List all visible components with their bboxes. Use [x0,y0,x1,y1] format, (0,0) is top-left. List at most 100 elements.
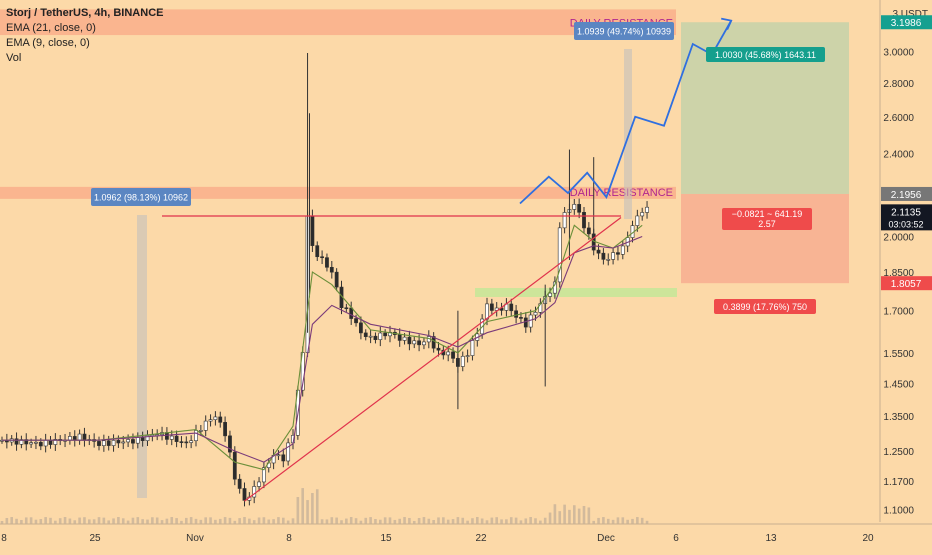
price-axis-tick: 1.8500 [883,268,914,279]
volume-bar [354,518,358,524]
volume-bar [306,500,309,524]
candle-body [320,256,325,259]
callout-target-text: 1.0030 (45.68%) 1643.11 [715,50,816,60]
ema9-label[interactable]: EMA (9, close, 0) [6,37,90,49]
candle-body [228,435,232,453]
volume-bar [194,518,198,524]
price-axis-tick: 1.7000 [883,307,914,318]
price-axis-tick: 2.4000 [883,149,914,160]
volume-bar [238,518,241,524]
volume-bar [621,517,625,524]
volume-bar [582,505,586,524]
symbol-title[interactable]: Storj / TetherUS, 4h, BINANCE [6,7,164,19]
callout-target-box [706,47,825,62]
candle [363,329,368,341]
candle-body [203,420,208,431]
volume-bar [301,488,304,524]
candle [218,411,223,428]
candle-body [446,351,451,356]
callout-risk-reward-text: 2.57 [758,219,776,229]
candle-body [640,212,645,217]
candle-body [586,227,591,235]
volume-bar [592,520,595,524]
volume-bar [393,519,397,524]
volume-bar [248,518,251,524]
volume-bar [383,517,387,524]
price-tag-bg [881,276,932,291]
price-tag-text: 3.1986 [891,18,922,29]
volume-bar [563,504,566,524]
volume-bar [335,517,338,524]
candle [509,298,514,317]
candle-body [14,438,19,445]
volume-bar [398,518,401,524]
candle [572,198,577,215]
candle-body [334,271,339,288]
candle [562,207,567,234]
volume-bar [257,517,261,524]
price-tag-countdown: 03:03:52 [888,219,923,229]
volume-bar [417,518,421,524]
candle-body [417,340,422,346]
callout-measure-right-text: 1.0939 (49.74%) 10939 [577,27,671,37]
candle-body [38,441,43,447]
candle-body [19,439,24,445]
candle-body [189,440,194,443]
candle [378,326,383,347]
volume-bar [165,518,169,524]
candle-body [310,215,315,246]
volume-bar [388,517,392,524]
volume-bar [223,517,227,524]
price-tag-bg [881,204,932,231]
volume-bar [126,520,130,524]
time-axis: 8 25 Nov 8 15 22 Dec 6 13 20 [1,533,874,544]
candle-body [34,441,38,444]
candle-body [218,416,223,423]
volume-label[interactable]: Vol [6,52,22,64]
volume-bar [519,520,523,524]
volume-bar [291,518,295,524]
volume-bar [29,517,33,524]
volume-bar [422,517,426,524]
candle [174,430,179,448]
volume-bar [296,497,300,524]
volume-bar [636,517,639,524]
projection-path [519,20,732,205]
candle-body [451,351,455,359]
candle-body [436,347,441,351]
candle-body [121,441,126,444]
volume-bar [252,520,256,524]
candle [611,247,616,265]
volume-bar [102,517,106,524]
candle [329,260,334,279]
price-tag-bg [881,186,932,201]
volume-bar [272,519,275,524]
volume-bar [495,517,498,524]
candle-body [465,355,470,357]
volume-bar [218,518,222,524]
candle [228,430,232,458]
volume-bar [461,517,465,524]
ema21-label[interactable]: EMA (21, close, 0) [6,22,96,34]
candle-body [533,312,538,316]
candle [111,434,116,452]
volume-bar [233,520,237,524]
volume-bar [175,518,178,524]
volume-bar [446,519,450,524]
candle [436,341,441,357]
candle [286,438,291,466]
candle [116,435,121,448]
candle [213,411,218,426]
candle-body [601,252,606,260]
price-axis-tick: 1.1000 [883,505,914,516]
volume-bar [136,517,140,524]
volume-bar [408,517,411,524]
candle-body [358,322,363,334]
candle [101,434,106,452]
candle-body [43,439,48,447]
candle-body [325,257,329,268]
volume-bar [325,519,329,524]
volume-bar [185,517,188,524]
